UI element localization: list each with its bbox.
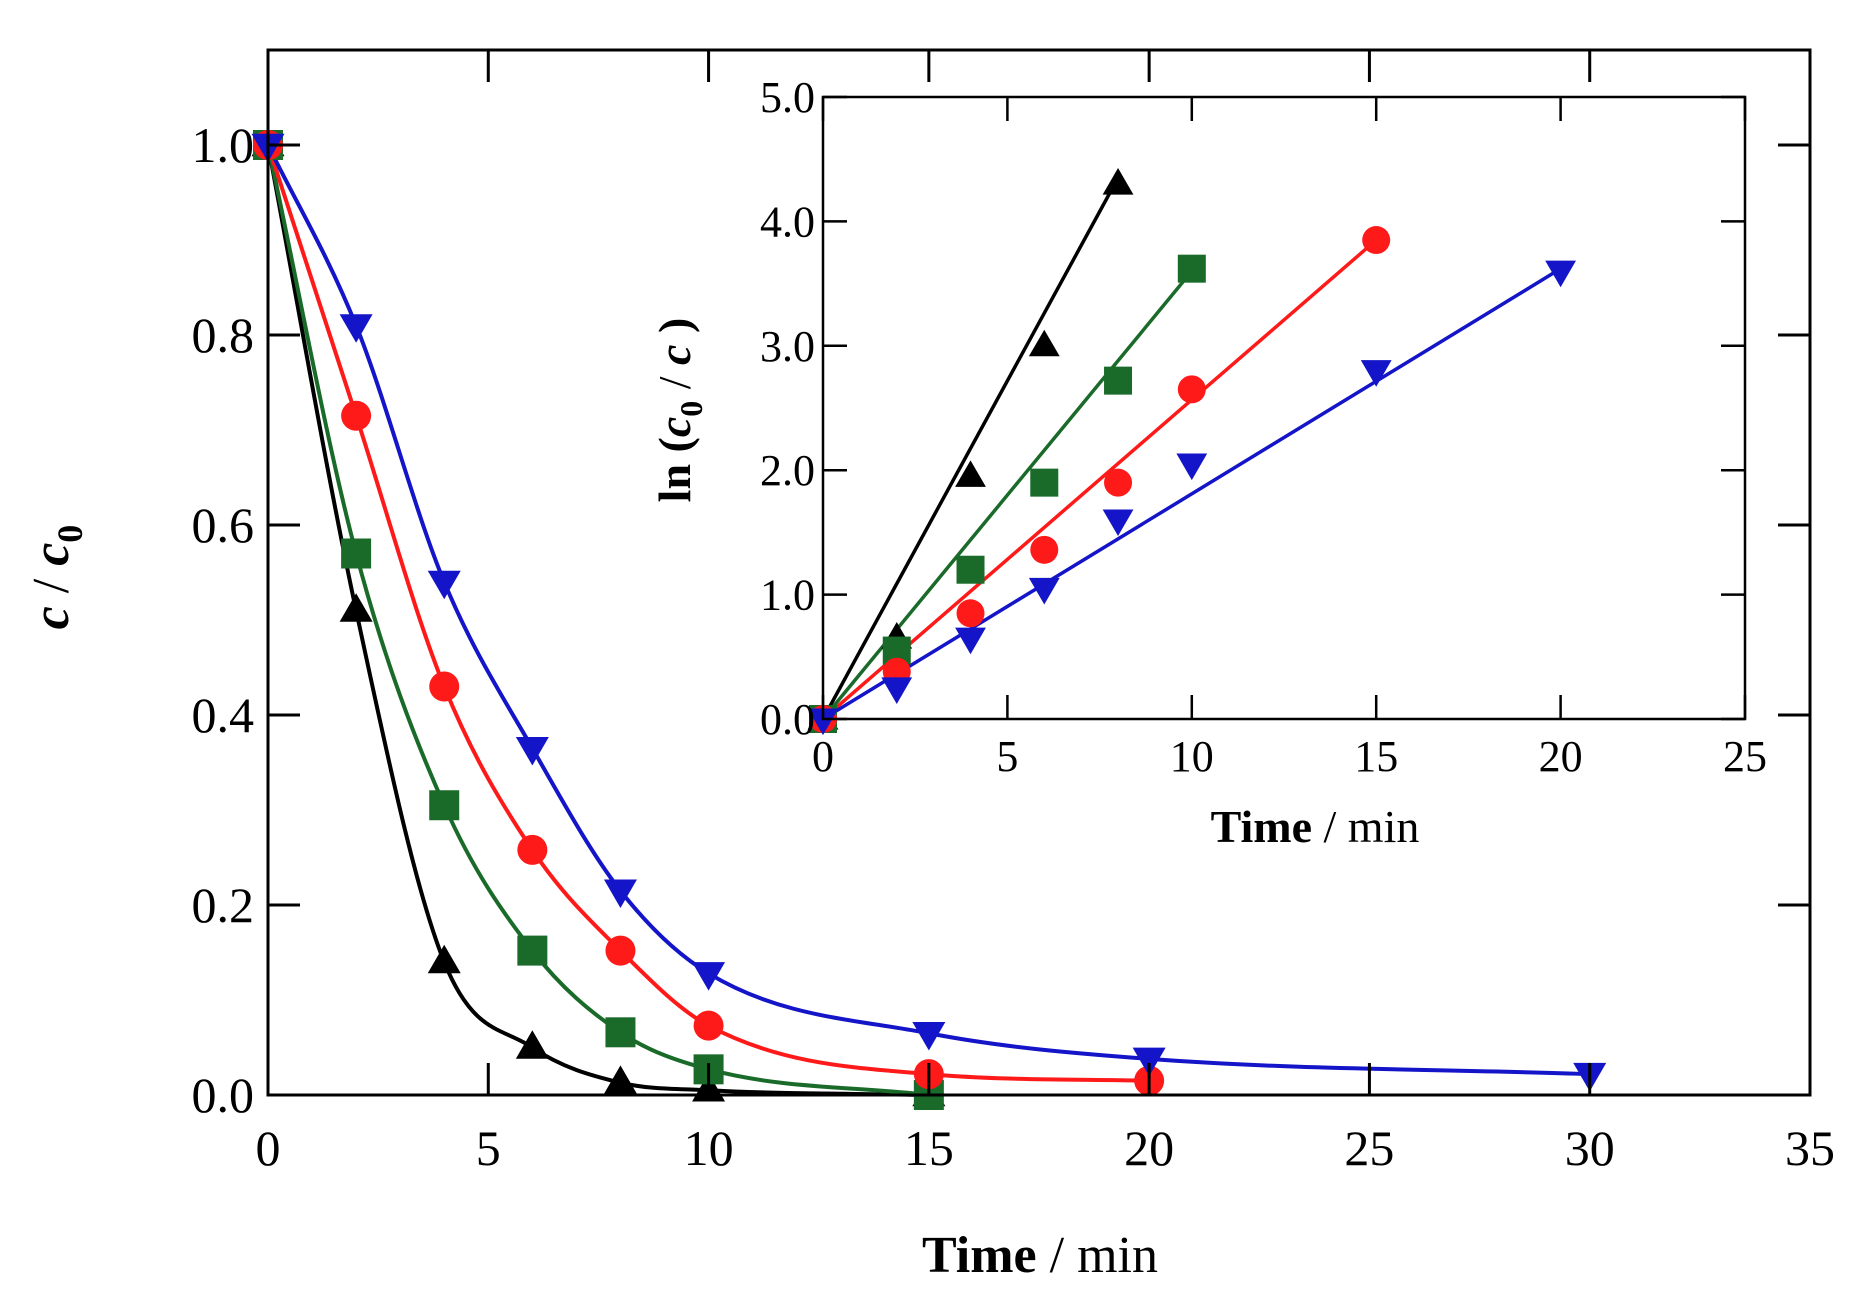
inset-plot-frame — [821, 95, 1747, 721]
main-point-blue-triangle-down — [515, 737, 549, 766]
main-point-green-square — [517, 935, 548, 966]
inset-point-green-square — [1104, 366, 1133, 395]
inset-x-tick-label: 15 — [1354, 732, 1398, 781]
inset-background — [823, 97, 1745, 719]
inset-fit-line-blue-triangle-down — [822, 267, 1562, 721]
inset-y-tick-label: 4.0 — [760, 197, 815, 246]
inset-x-tick-label: 5 — [996, 732, 1018, 781]
main-point-blue-triangle-down — [912, 1022, 946, 1051]
inset-point-blue-triangle-down — [881, 677, 913, 704]
inset-x-axis-title: Time / min — [1211, 801, 1420, 852]
main-x-tick-label: 0 — [256, 1120, 281, 1176]
inset-y-axis-title-prefix: ln ( — [649, 437, 700, 502]
inset-y-axis-title-subscript: 0 — [673, 401, 709, 417]
inset-point-red-circle — [1030, 535, 1059, 564]
inset-x-axis-title-bold: Time — [1211, 801, 1312, 852]
main-y-tick-label: 0.2 — [192, 877, 255, 933]
main-point-red-circle — [517, 834, 548, 865]
inset-y-tick-label: 3.0 — [760, 322, 815, 371]
inset-point-black-triangle-up — [1028, 329, 1060, 357]
main-y-axis-title-slash: / — [23, 566, 80, 606]
main-x-tick-label: 15 — [904, 1120, 954, 1176]
main-x-axis-title: Time / min — [922, 1227, 1158, 1284]
main-x-axis-title-unit: / min — [1037, 1227, 1158, 1284]
inset-y-tick-label: 2.0 — [760, 446, 815, 495]
main-y-tick-label: 0.4 — [192, 687, 255, 743]
main-tick-labels: 0 5 10 15 20 25 30 35 0.0 0.2 0.4 0.6 0.8 1.0 — [192, 117, 1836, 1176]
inset-point-blue-triangle-down — [807, 708, 839, 736]
inset-y-axis-title-c0: c — [649, 417, 700, 437]
main-point-black-triangle-up — [427, 944, 461, 974]
main-point-blue-triangle-down — [603, 879, 637, 908]
main-y-axis-title-c: c — [23, 606, 80, 629]
inset-fit-line-red-circle — [821, 238, 1378, 721]
main-point-blue-triangle-down — [692, 962, 726, 991]
main-point-green-square — [605, 1017, 636, 1048]
main-y-tick-label: 0.8 — [192, 307, 255, 363]
inset-x-tick-label: 25 — [1723, 732, 1767, 781]
inset-point-red-circle — [956, 599, 985, 628]
inset-point-blue-triangle-down — [1360, 360, 1392, 387]
main-x-tick-label: 30 — [1565, 1120, 1615, 1176]
main-plot: 0 5 10 15 20 25 30 35 0.0 0.2 0.4 0.6 0.8 1.0 Time / … — [23, 48, 1836, 1284]
inset-y-axis-title: ln (c0 / c ) — [649, 318, 709, 503]
inset-point-red-circle — [1362, 226, 1391, 255]
main-y-axis-title: c / c0 — [23, 525, 90, 630]
inset-y-tick-label: 1.0 — [760, 571, 815, 620]
main-x-tick-label: 5 — [476, 1120, 501, 1176]
inset-point-black-triangle-up — [1102, 167, 1134, 195]
main-point-red-circle — [693, 1010, 724, 1041]
inset-x-tick-label: 20 — [1539, 732, 1583, 781]
main-point-red-circle — [429, 671, 460, 702]
main-point-black-triangle-up — [603, 1065, 637, 1094]
inset-point-black-triangle-up — [955, 460, 986, 487]
inset-y-tick-label: 0.0 — [760, 695, 815, 744]
main-point-blue-triangle-down — [339, 314, 373, 343]
inset-point-blue-triangle-down — [1176, 453, 1208, 481]
inset-y-axis-title-suffix: ) — [649, 318, 700, 345]
main-y-tick-label: 1.0 — [192, 117, 255, 173]
main-x-tick-label: 25 — [1344, 1120, 1394, 1176]
inset-y-axis-title-slash: / — [649, 365, 700, 401]
inset-point-red-circle — [1104, 468, 1133, 497]
inset-fit-line-black-triangle-up — [821, 177, 1120, 720]
main-point-black-triangle-up — [515, 1030, 549, 1059]
main-point-blue-triangle-down — [427, 570, 461, 600]
main-plot-frame — [266, 48, 1812, 1097]
main-point-green-square — [341, 538, 372, 569]
inset-point-blue-triangle-down — [1545, 260, 1576, 288]
main-point-red-circle — [341, 400, 372, 431]
main-point-red-circle — [605, 935, 636, 966]
main-point-green-square — [429, 790, 460, 821]
main-x-tick-label: 10 — [684, 1120, 734, 1176]
inset-y-tick-label: 5.0 — [760, 73, 815, 122]
inset-markers — [807, 167, 1576, 736]
main-x-tick-label: 20 — [1124, 1120, 1174, 1176]
main-point-blue-triangle-down — [1132, 1047, 1166, 1077]
main-x-axis-title-bold: Time — [922, 1227, 1037, 1284]
inset-x-tick-label: 0 — [812, 732, 834, 781]
inset-point-blue-triangle-down — [1028, 577, 1060, 605]
inset-point-green-square — [956, 555, 985, 584]
main-x-tick-label: 35 — [1785, 1120, 1835, 1176]
main-y-axis-title-c0: c — [23, 543, 80, 566]
inset-point-green-square — [1177, 254, 1206, 283]
inset-point-blue-triangle-down — [955, 627, 986, 655]
inset-x-axis-title-unit: / min — [1312, 801, 1419, 852]
main-point-black-triangle-up — [339, 593, 373, 622]
inset-point-green-square — [1030, 468, 1059, 497]
main-y-axis-title-subscript: 0 — [50, 525, 90, 543]
inset-point-red-circle — [1177, 375, 1206, 404]
inset-y-axis-title-c: c — [649, 345, 700, 365]
inset-tick-labels: 0 5 10 15 20 25 0.0 1.0 2.0 3.0 4.0 5.0 — [760, 73, 1767, 781]
main-y-tick-label: 0.0 — [192, 1067, 255, 1123]
inset-point-blue-triangle-down — [1102, 509, 1134, 537]
inset-plot: 0 5 10 15 20 250.01.02.03.04.05.0 Time / min … — [649, 73, 1767, 852]
inset-x-tick-label: 10 — [1170, 732, 1214, 781]
main-y-tick-label: 0.6 — [192, 497, 255, 553]
